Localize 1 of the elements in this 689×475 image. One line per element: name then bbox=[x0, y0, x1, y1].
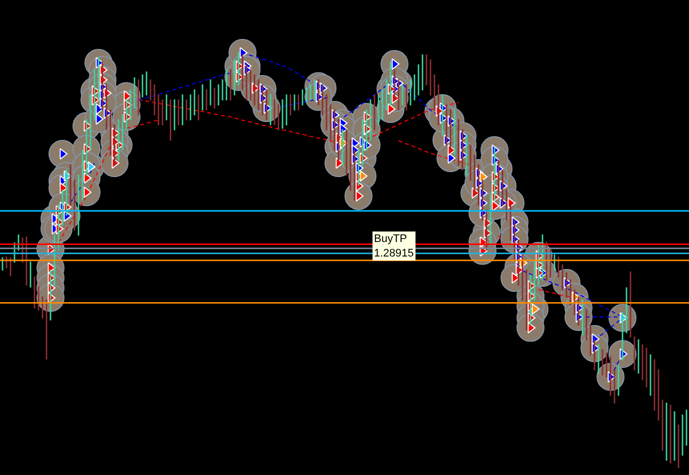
annotation: BuyTP 1.28915 bbox=[374, 233, 414, 260]
